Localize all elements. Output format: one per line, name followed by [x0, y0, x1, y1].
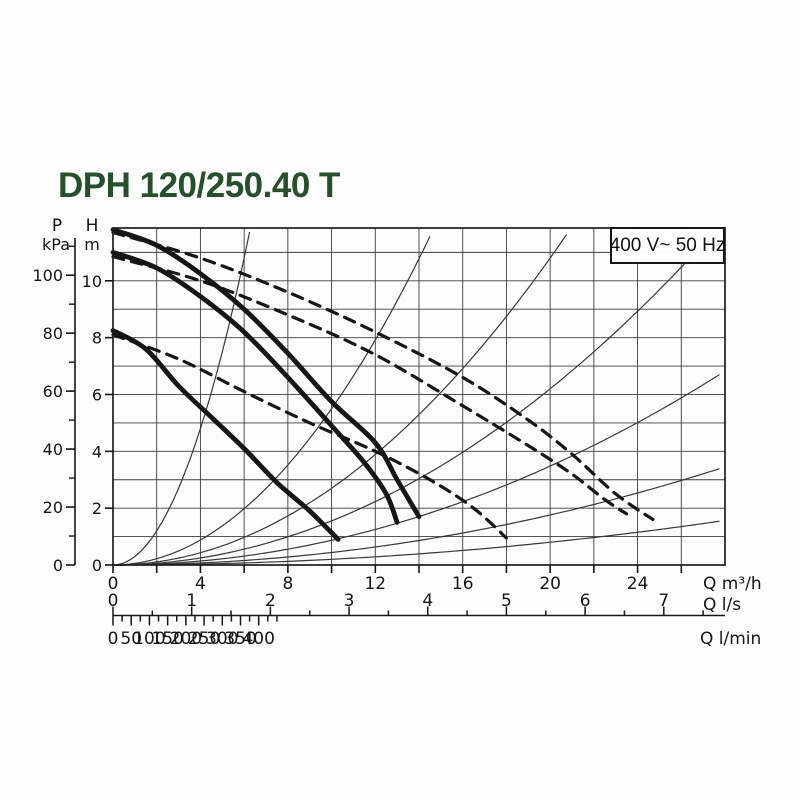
axis-label: 0 — [108, 629, 119, 649]
axis-label: 2 — [265, 591, 276, 611]
axis-label: 150 — [151, 629, 183, 649]
system-curve — [112, 236, 431, 566]
axis-label: Q l/s — [703, 595, 741, 615]
axis-label: m — [84, 235, 100, 254]
axis-label: 20 — [539, 574, 561, 594]
axis-label: 5 — [501, 591, 512, 611]
system-curve — [113, 520, 720, 566]
axis-label: kPa — [42, 235, 70, 254]
axis-label: 1 — [186, 591, 197, 611]
axis-label: 4 — [92, 442, 102, 461]
axis-label: 0 — [108, 574, 119, 594]
axis-label: 8 — [92, 329, 102, 348]
pump-curve-speed-3-parallel — [111, 230, 655, 522]
pump-curve-speed-1-single — [110, 328, 341, 542]
axis-label: 20 — [43, 498, 63, 517]
axis-label: H — [86, 216, 99, 236]
axis-label: 250 — [188, 629, 220, 649]
head-axis: 0 2 4 6 8 10 Hm — [82, 216, 113, 575]
axis-label: Q l/min — [700, 629, 761, 649]
system-curve — [113, 374, 720, 566]
voltage-frequency-badge: 400 V~ 50 Hz — [610, 227, 725, 264]
system-curve — [113, 468, 720, 566]
grid — [113, 228, 725, 565]
parallel-pump-curves — [111, 230, 655, 540]
axis-label: 6 — [92, 385, 102, 404]
axis-label: 10 — [82, 272, 102, 291]
axis-label: 2 — [92, 499, 102, 518]
axis-label: 0 — [108, 591, 119, 611]
axis-label: 6 — [580, 591, 591, 611]
pump-curve-speed-3-single — [110, 227, 422, 520]
axis-label: 7 — [658, 591, 669, 611]
voltage-frequency-label: 400 V~ 50 Hz — [609, 234, 726, 256]
system-curve — [112, 231, 251, 566]
axis-label: 100 — [133, 629, 165, 649]
axis-label: P — [52, 216, 62, 236]
axis-label: 0 — [53, 556, 63, 575]
axis-label: 4 — [195, 574, 206, 594]
system-curve — [113, 234, 567, 566]
pump-curves — [110, 227, 422, 542]
axis-label: 40 — [43, 440, 63, 459]
axis-label: 3 — [344, 591, 355, 611]
axis-label: 12 — [364, 574, 386, 594]
axis-label: 350 — [224, 629, 256, 649]
axis-label: 200 — [170, 629, 202, 649]
system-curve — [113, 231, 715, 566]
axis-label: 80 — [43, 324, 63, 343]
pump-curve-speed-1-parallel — [111, 333, 508, 540]
chart-title: DPH 120/250.40 T — [58, 166, 340, 205]
axis-label: Q m³/h — [703, 574, 762, 594]
axis-label: 16 — [452, 574, 474, 594]
axis-label: 50 — [120, 629, 142, 649]
axis-label: 8 — [282, 574, 293, 594]
pump-curve-speed-2-single — [110, 249, 400, 525]
pump-curve-speed-2-parallel — [111, 255, 629, 516]
axis-label: 400 — [242, 629, 274, 649]
axis-label: 0 — [92, 556, 102, 575]
axis-label: 24 — [627, 574, 649, 594]
flow-m3h-axis: 0 4 8 12 16 20 24 Q m³/h — [108, 565, 762, 594]
axis-label: 4 — [422, 591, 433, 611]
axis-label: 300 — [206, 629, 238, 649]
axis-label: 60 — [43, 382, 63, 401]
system-curves — [112, 231, 720, 566]
axis-label: 100 — [32, 266, 63, 285]
